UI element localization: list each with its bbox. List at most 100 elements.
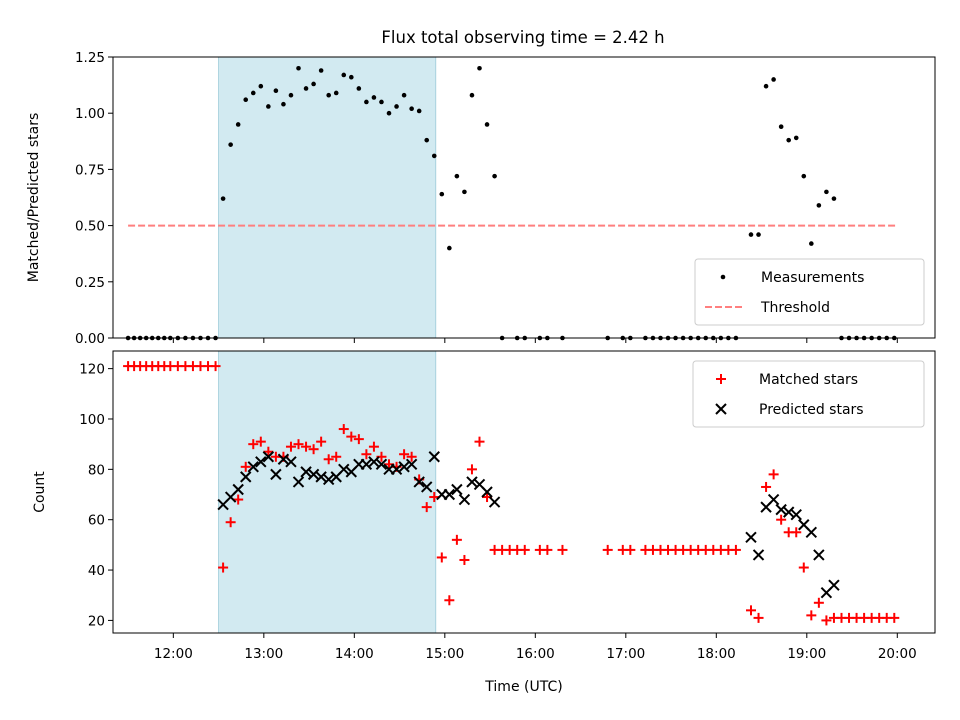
top-observing-span [218,56,437,339]
y-tick-label: 80 [88,462,105,478]
predicted-star-point [413,476,425,488]
measurement-point [469,92,475,98]
predicted-star-point [752,549,765,561]
measurement-point [364,99,369,105]
y-tick-label: 120 [79,362,105,378]
top-legend: Measurements Threshold [694,258,925,326]
y-tick-label: 1.25 [75,50,105,66]
predicted-star-point [255,456,267,468]
measurement-point [756,232,761,237]
measurement-point [379,99,384,105]
measurement-point [454,173,460,179]
predicted-star-point [315,471,327,483]
measurement-point [281,101,286,107]
measurement-point [273,88,279,94]
predicted-star-point [240,471,252,483]
measurement-point [326,92,331,98]
predicted-star-point [405,458,418,471]
y-tick-label: 0.75 [75,162,105,178]
measurement-point [288,92,294,98]
bottom-legend: Matched stars Predicted stars [692,360,925,428]
measurement-point [409,106,414,112]
measurement-point [220,196,226,201]
legend-matched-label: Matched stars [759,372,858,388]
predicted-star-point [775,503,787,516]
predicted-star-point [790,508,802,521]
y-tick-label: 0.25 [75,275,105,291]
predicted-star-point [322,473,335,486]
measurement-point [816,203,822,208]
measurement-point [333,90,339,96]
measurement-point [786,137,791,143]
predicted-star-point [247,461,259,473]
top-x-ticks [172,338,898,343]
x-tick-label: 18:00 [697,646,736,662]
predicted-star-point [745,531,757,544]
measurement-point [386,110,392,116]
measurement-point [266,104,271,109]
measurement-point [763,83,769,89]
predicted-star-point [368,456,380,468]
measurement-point [228,142,233,147]
predicted-star-point [458,493,471,506]
predicted-star-point [488,496,501,508]
predicted-star-point [398,461,410,473]
x-tick-label: 17:00 [606,646,645,662]
bottom-y-axis-label: Count [32,471,48,513]
predicted-star-point [466,476,478,488]
predicted-star-point [262,451,275,463]
measurement-point [371,95,377,100]
bottom-series-layer [123,361,900,626]
legend-box [694,258,925,326]
measurement-point [318,68,324,73]
predicted-star-point [481,486,493,498]
predicted-star-point [443,488,456,501]
x-tick-label: 14:00 [335,646,374,662]
measurement-point [296,65,301,71]
predicted-star-point [451,483,463,496]
x-tick-label: 15:00 [425,646,464,662]
y-tick-label: 1.00 [75,106,105,122]
predicted-star-point [360,458,373,471]
predicted-star-point [390,463,403,476]
measurement-point [258,83,264,89]
measurement-point [431,153,437,159]
predicted-star-point [232,483,244,496]
measurement-point [416,108,422,114]
legend-measurement-marker [720,274,726,280]
predicted-star-point [375,458,388,471]
bottom-axes-frame [112,350,936,634]
top-y-axis: 0.00 0.25 0.50 0.75 1.00 1.25 [75,50,113,347]
predicted-star-point [300,466,312,478]
x-tick-label: 20:00 [878,646,917,662]
measurement-point [748,232,754,237]
predicted-star-point [428,451,440,463]
measurement-point [793,135,799,141]
y-tick-label: 60 [88,513,105,529]
measurement-point [801,173,807,179]
legend-threshold-label: Threshold [760,300,830,316]
top-plot-panel: 0.00 0.25 0.50 0.75 1.00 1.25 Matched/Predict… [26,50,936,347]
predicted-star-point [798,519,810,531]
measurement-point [477,65,482,71]
predicted-star-point [292,476,305,488]
measurement-point [492,173,497,179]
measurement-point [778,124,784,129]
x-tick-label: 13:00 [244,646,283,662]
bottom-x-axis: 12:00 13:00 14:00 15:00 16:00 17:00 18:00 19:00… [154,633,917,662]
legend-measurements-label: Measurements [761,270,864,286]
measurement-point [424,137,430,143]
measurement-point [235,122,241,127]
bottom-plot-panel: 20 40 60 80 100 120 12:00 13:00 14:00 15:00 16:00… [32,350,936,695]
predicted-star-point [767,493,780,506]
predicted-star-point [473,478,486,491]
top-y-axis-label: Matched/Predicted stars [26,113,42,283]
measurement-point [824,189,829,195]
measurement-point [394,104,399,109]
predicted-star-point [277,453,290,465]
measurement-point [771,77,776,82]
x-tick-label: 12:00 [154,646,193,662]
predicted-star-point [270,468,282,481]
